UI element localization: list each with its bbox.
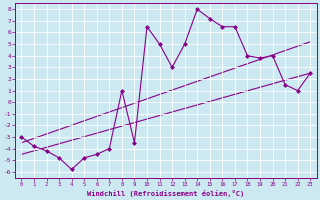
X-axis label: Windchill (Refroidissement éolien,°C): Windchill (Refroidissement éolien,°C) — [87, 190, 244, 197]
